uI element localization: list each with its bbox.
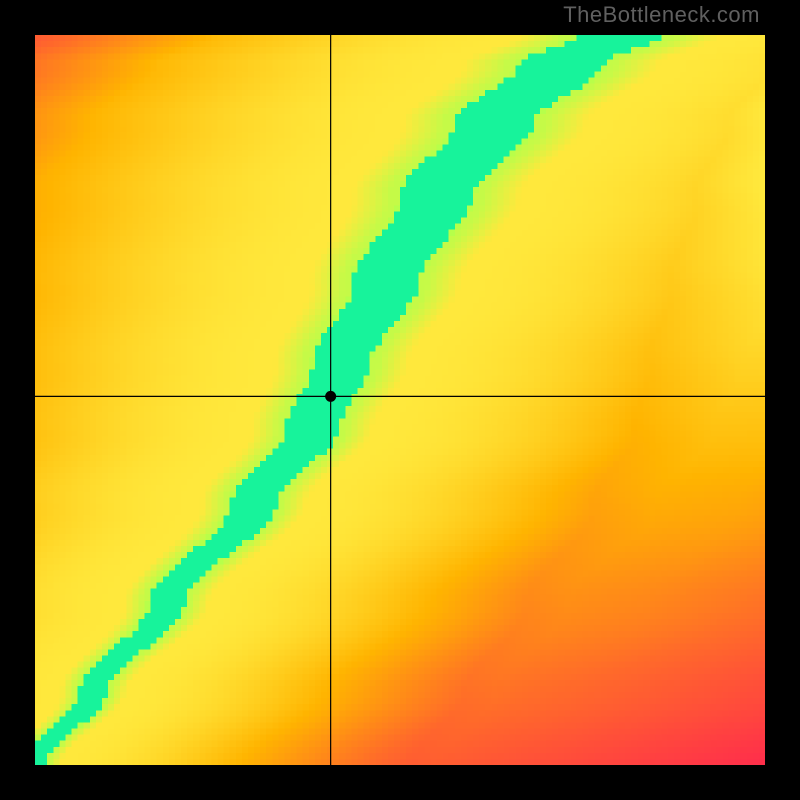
watermark-text: TheBottleneck.com (563, 2, 760, 28)
bottleneck-heatmap (35, 35, 765, 765)
chart-container: TheBottleneck.com (0, 0, 800, 800)
